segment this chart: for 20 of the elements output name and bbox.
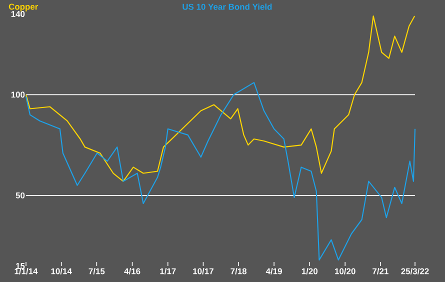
x-tick-label: 4/19 xyxy=(266,268,282,274)
line-series xyxy=(25,82,416,261)
x-tick-label: 10/20 xyxy=(335,268,356,274)
x-tick-label: 1/17 xyxy=(160,268,176,274)
x-tick-label: 10/14 xyxy=(51,268,72,274)
x-tick-label: 4/16 xyxy=(124,268,140,274)
y-tick-label: 140 xyxy=(11,11,25,17)
y-tick-label: 100 xyxy=(11,92,25,98)
x-tick-label: 1/20 xyxy=(302,268,318,274)
x-tick-label: 10/17 xyxy=(193,268,214,274)
y-tick-label: 15 xyxy=(16,263,25,269)
x-tick-label: 7/15 xyxy=(88,268,105,274)
x-tick-label: 7/21 xyxy=(372,268,388,274)
x-tick-label: 7/18 xyxy=(230,268,247,274)
x-tick-label: 1/1/14 xyxy=(14,268,38,274)
text: Copper xyxy=(8,4,38,12)
text: US 10 Year Bond Yield xyxy=(182,4,272,10)
x-tick-label: 25/3/22 xyxy=(401,268,429,274)
y-tick-label: 50 xyxy=(16,192,25,198)
line-series xyxy=(25,15,416,182)
